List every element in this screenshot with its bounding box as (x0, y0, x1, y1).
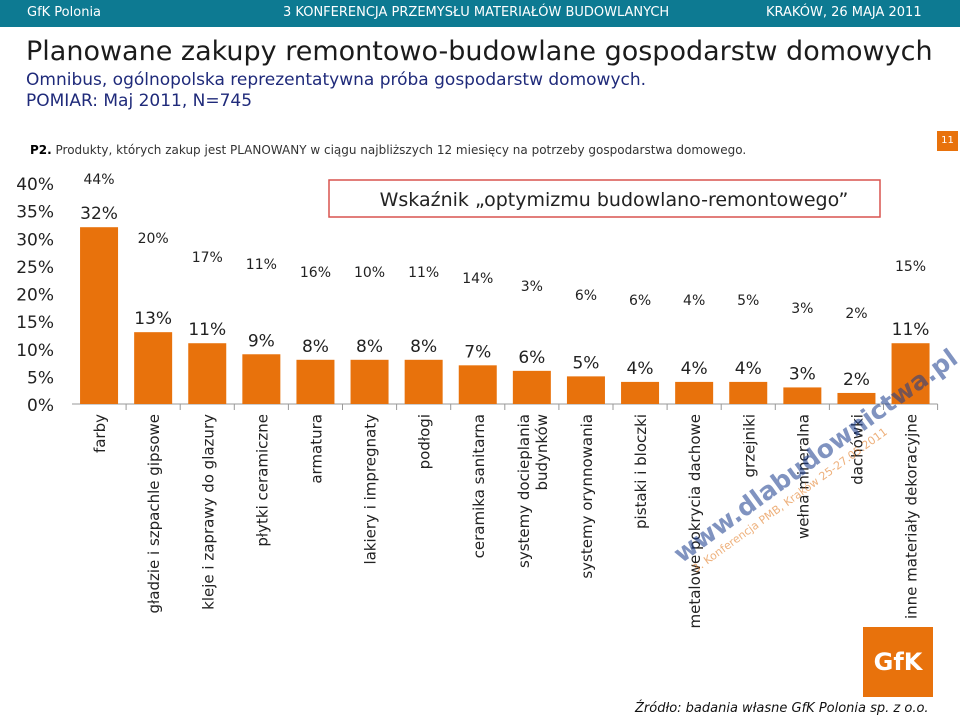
bar-value-label: 13% (134, 309, 172, 329)
y-tick-label: 40% (16, 175, 54, 195)
category-label: budynków (533, 414, 551, 491)
y-tick-label: 30% (16, 230, 54, 250)
optimism-index-label: 11% (408, 265, 439, 281)
category-label: farby (91, 414, 109, 453)
y-tick-label: 5% (27, 368, 54, 388)
bar-value-label: 5% (572, 353, 599, 373)
header-company: GfK Polonia (27, 5, 102, 20)
category-label: kleje i zaprawy do glazury (199, 414, 217, 610)
bar (783, 387, 822, 404)
category-label: gładzie i szpachle gipsowe (145, 414, 163, 614)
bar (675, 381, 714, 404)
category-label: armatura (307, 414, 325, 484)
optimism-index-label: 6% (575, 288, 597, 304)
bar-value-label: 8% (302, 337, 329, 357)
optimism-index-label: 3% (521, 279, 543, 295)
bar-value-label: 9% (248, 331, 275, 351)
y-tick-label: 20% (16, 286, 54, 306)
optimism-index-label: 17% (192, 250, 223, 266)
optimism-index-label: 5% (737, 293, 759, 309)
question-text: P2. Produkty, których zakup jest PLANOWA… (30, 143, 746, 157)
bar-value-label: 7% (464, 342, 491, 362)
category-label: systemy orynnowania (578, 414, 596, 579)
category-label: wełna mineralna (794, 414, 812, 539)
bar (134, 332, 173, 404)
category-label: pistaki i bloczki (632, 414, 650, 529)
bar-value-label: 32% (80, 204, 118, 224)
y-tick-label: 35% (16, 203, 54, 223)
header-conference: 3 KONFERENCJA PRZEMYSŁU MATERIAŁÓW BUDOW… (283, 5, 670, 20)
optimism-index-box (328, 179, 881, 218)
bar (404, 359, 443, 404)
bar (512, 370, 551, 404)
bar (837, 392, 876, 404)
category-label: ceramika sanitarna (470, 414, 488, 558)
category-label: metalowe pokrycia dachowe (686, 414, 704, 628)
optimism-index-label: 11% (246, 257, 277, 273)
bar (350, 359, 389, 404)
bar-value-label: 11% (188, 320, 226, 340)
optimism-index-label: 14% (462, 271, 493, 287)
category-label: inne materiały dekoracyjne (903, 414, 921, 619)
optimism-index-label: 16% (300, 265, 331, 281)
optimism-index-label: 10% (354, 265, 385, 281)
bar (621, 381, 660, 404)
bar-value-label: 6% (518, 348, 545, 368)
page-number-badge: 11 (937, 131, 958, 151)
question-code: P2. (30, 143, 52, 157)
bar-value-label: 8% (356, 337, 383, 357)
optimism-index-label: 6% (629, 293, 651, 309)
optimism-index-label: 2% (845, 306, 867, 322)
optimism-index-label: 20% (138, 231, 169, 247)
y-tick-label: 25% (16, 258, 54, 278)
y-tick-label: 10% (16, 341, 54, 361)
bar-value-label: 8% (410, 337, 437, 357)
category-label: podłogi (416, 414, 434, 469)
bar (296, 359, 335, 404)
bar-value-label: 4% (627, 359, 654, 379)
optimism-index-label: 4% (683, 293, 705, 309)
optimism-index-label: 15% (895, 259, 926, 275)
bar (458, 365, 497, 404)
bar (891, 343, 930, 404)
category-label: grzejniki (740, 414, 758, 478)
subtitle-measurement: POMIAR: Maj 2011, N=745 (26, 91, 253, 111)
optimism-index-label: 3% (791, 301, 813, 317)
header-place-date: KRAKÓW, 26 MAJA 2011 (766, 5, 922, 20)
question-body: Produkty, których zakup jest PLANOWANY w… (51, 143, 747, 157)
bar (242, 354, 281, 404)
category-label: płytki ceramiczne (253, 414, 271, 547)
category-label: lakiery i impregnaty (362, 414, 380, 565)
bar-value-label: 11% (892, 320, 930, 340)
category-label: dachówki (848, 414, 866, 485)
bar-value-label: 2% (843, 370, 870, 390)
page-title: Planowane zakupy remontowo-budowlane gos… (26, 36, 933, 67)
y-tick-label: 15% (16, 313, 54, 333)
bar (188, 343, 227, 404)
gfk-logo: GfK (863, 627, 933, 697)
header-bar: GfK Polonia 3 KONFERENCJA PRZEMYSŁU MATE… (0, 0, 960, 27)
bar (80, 227, 119, 404)
bar (729, 381, 768, 404)
bar (566, 376, 605, 404)
bar-value-label: 4% (681, 359, 708, 379)
source-note: Źródło: badania własne GfK Polonia sp. z… (635, 701, 929, 716)
category-label: systemy docieplania (515, 414, 533, 568)
bar-value-label: 3% (789, 364, 816, 384)
optimism-index-title: Wskaźnik „optymizmu budowlano-remontoweg… (380, 189, 849, 211)
bar-value-label: 4% (735, 359, 762, 379)
optimism-index-label: 44% (83, 172, 114, 188)
subtitle-sample: Omnibus, ogólnopolska reprezentatywna pr… (26, 70, 647, 90)
y-tick-label: 0% (27, 396, 54, 416)
